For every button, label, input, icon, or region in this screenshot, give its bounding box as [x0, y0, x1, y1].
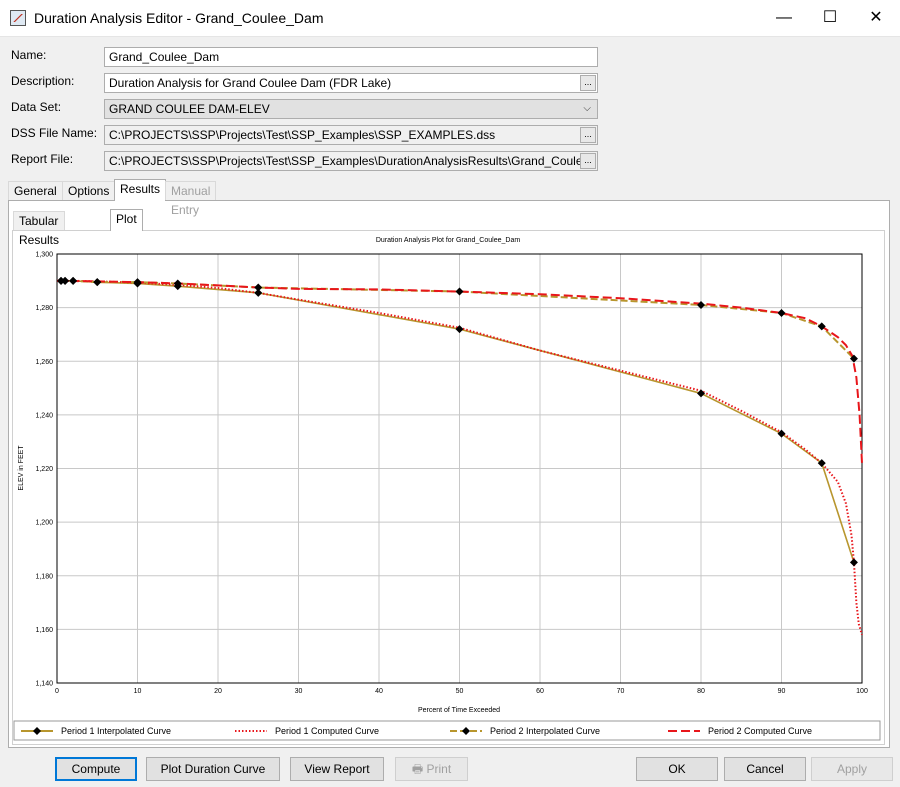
- series-1-point: [817, 459, 826, 468]
- series-1-point: [254, 288, 263, 297]
- dss-file-field[interactable]: C:\PROJECTS\SSP\Projects\Test\SSP_Exampl…: [104, 125, 598, 145]
- dss-file-label: DSS File Name:: [11, 126, 98, 140]
- y-tick-label: 1,300: [35, 252, 53, 259]
- dataset-label: Data Set:: [11, 100, 62, 114]
- print-button: 🖶 Print: [395, 757, 468, 781]
- plot-duration-curve-button[interactable]: Plot Duration Curve: [146, 757, 280, 781]
- dataset-value: GRAND COULEE DAM-ELEV: [109, 102, 270, 116]
- report-file-browse-button[interactable]: ...: [580, 153, 596, 169]
- description-value: Duration Analysis for Grand Coulee Dam (…: [109, 76, 392, 90]
- description-label: Description:: [11, 74, 75, 88]
- series-3-point: [133, 278, 142, 287]
- legend-label-2: Period 1 Computed Curve: [275, 726, 379, 736]
- cancel-button[interactable]: Cancel: [724, 757, 806, 781]
- window-title: Duration Analysis Editor - Grand_Coulee_…: [34, 10, 324, 26]
- series-3-point: [173, 279, 182, 288]
- series-3-point: [69, 276, 78, 285]
- legend-label-3: Period 2 Interpolated Curve: [490, 726, 600, 736]
- plot-area-border: [56, 253, 863, 684]
- legend-marker-3: [462, 727, 470, 735]
- tab-results[interactable]: Results: [114, 179, 167, 201]
- chevron-down-icon: ⌵: [583, 103, 591, 114]
- series-3-point: [777, 308, 786, 317]
- series-1-point: [849, 558, 858, 567]
- y-tick-labels: 1,140 1,160 1,180 1,200 1,220 1,240 1,260 1,280…: [35, 252, 53, 688]
- series-1-point: [455, 325, 464, 334]
- report-file-field[interactable]: C:\PROJECTS\SSP\Projects\Test\SSP_Exampl…: [104, 151, 598, 171]
- x-tick-label: 30: [295, 688, 303, 695]
- x-tick-labels: 0 10 20 30 40 50 60 70 80 90 100: [55, 688, 868, 695]
- dss-file-value: C:\PROJECTS\SSP\Projects\Test\SSP_Exampl…: [109, 128, 496, 142]
- tab-tabular-results[interactable]: Tabular Results: [13, 211, 66, 247]
- series-3-point: [817, 322, 826, 331]
- legend-label-1: Period 1 Interpolated Curve: [61, 726, 171, 736]
- tab-options[interactable]: Options: [62, 181, 116, 200]
- duration-chart: Duration Analysis Plot for Grand_Coulee_…: [13, 237, 881, 741]
- tab-manual-entry: Manual Entry: [165, 181, 217, 217]
- x-tick-label: 10: [134, 688, 142, 695]
- printer-icon: 🖶: [411, 762, 424, 776]
- x-tick-label: 80: [697, 688, 705, 695]
- chart-series: [56, 276, 863, 636]
- y-tick-label: 1,160: [35, 627, 53, 634]
- plot-subtab-panel: [12, 230, 885, 745]
- y-tick-label: 1,240: [35, 412, 53, 419]
- series-1-point: [777, 429, 786, 438]
- legend-box: [13, 720, 881, 741]
- x-tick-label: 50: [456, 688, 464, 695]
- ok-button[interactable]: OK: [636, 757, 718, 781]
- report-file-value: C:\PROJECTS\SSP\Projects\Test\SSP_Exampl…: [109, 154, 590, 168]
- series-line-1: [61, 280, 855, 563]
- print-label: Print: [426, 762, 452, 776]
- series-3-point: [455, 287, 464, 296]
- series-3-point: [93, 278, 102, 287]
- chart-icon: [10, 10, 26, 26]
- description-field[interactable]: Duration Analysis for Grand Coulee Dam (…: [104, 73, 598, 93]
- tab-plot[interactable]: Plot: [110, 209, 143, 231]
- y-axis-label: ELEV in FEET: [18, 445, 25, 491]
- series-3-point: [697, 300, 705, 309]
- close-button[interactable]: ✕: [869, 9, 883, 26]
- title-bar: Duration Analysis Editor - Grand_Coulee_…: [0, 0, 900, 37]
- dataset-select[interactable]: GRAND COULEE DAM-ELEV ⌵: [104, 99, 598, 119]
- series-3-point: [849, 354, 858, 363]
- y-tick-label: 1,220: [35, 466, 53, 473]
- report-file-label: Report File:: [11, 152, 74, 166]
- series-3-point: [61, 276, 70, 285]
- series-3-point: [254, 283, 263, 292]
- x-tick-label: 70: [617, 688, 625, 695]
- series-1-point: [697, 389, 705, 398]
- x-tick-label: 90: [778, 688, 786, 695]
- legend-marker-1: [33, 727, 41, 735]
- y-tick-label: 1,200: [35, 520, 53, 527]
- chart-legend: Period 1 Interpolated Curve Period 1 Comp…: [21, 726, 812, 736]
- x-tick-label: 0: [55, 688, 59, 695]
- x-tick-label: 20: [214, 688, 222, 695]
- compute-button[interactable]: Compute: [55, 757, 137, 781]
- legend-label-4: Period 2 Computed Curve: [708, 726, 812, 736]
- minimize-button[interactable]: —: [776, 9, 792, 26]
- description-browse-button[interactable]: ...: [580, 75, 596, 91]
- y-tick-label: 1,180: [35, 573, 53, 580]
- y-tick-label: 1,260: [35, 359, 53, 366]
- y-tick-label: 1,140: [35, 681, 53, 688]
- apply-button: Apply: [811, 757, 893, 781]
- name-field[interactable]: Grand_Coulee_Dam: [104, 47, 598, 67]
- y-tick-label: 1,280: [35, 305, 53, 312]
- chart-grid: [56, 253, 863, 684]
- tab-general[interactable]: General: [8, 181, 63, 200]
- series-3-point: [57, 276, 66, 285]
- chart-title: Duration Analysis Plot for Grand_Coulee_…: [376, 237, 521, 244]
- x-tick-label: 100: [856, 688, 868, 695]
- x-axis-label: Percent of Time Exceeded: [418, 707, 500, 714]
- x-tick-label: 40: [375, 688, 383, 695]
- name-label: Name:: [11, 48, 47, 62]
- maximize-button[interactable]: ☐: [822, 9, 838, 26]
- view-report-button[interactable]: View Report: [290, 757, 384, 781]
- x-tick-label: 60: [536, 688, 544, 695]
- series-line-4: [56, 279, 863, 464]
- dss-file-browse-button[interactable]: ...: [580, 127, 596, 143]
